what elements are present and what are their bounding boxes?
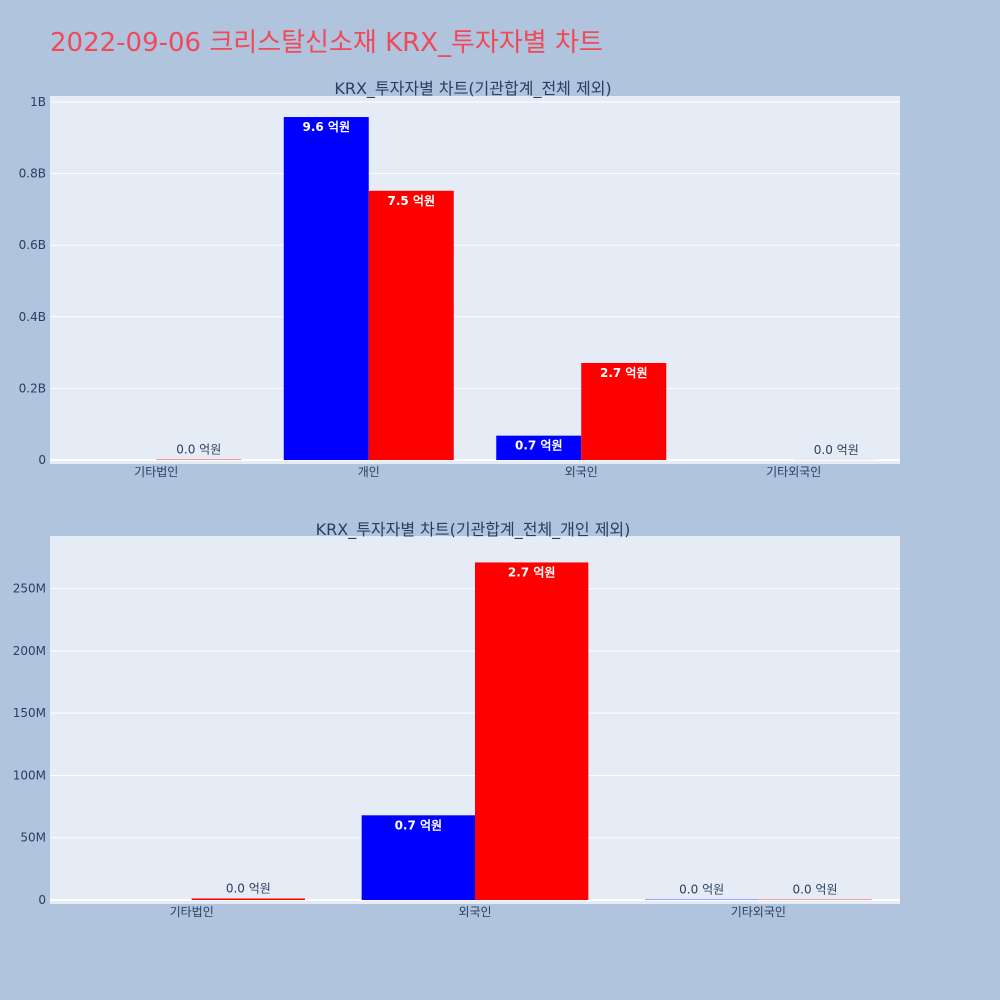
x-tick-label: 외국인 (565, 465, 598, 479)
data-label: 0.0 억원 (793, 883, 838, 897)
y-tick-label: 0.8B (19, 167, 46, 181)
data-label: 0.7 억원 (515, 439, 563, 453)
data-label: 2.7 억원 (508, 565, 556, 579)
x-tick-label: 기타외국인 (766, 465, 821, 479)
data-label: 2.7 억원 (600, 366, 648, 380)
bar (361, 815, 475, 900)
y-tick-label: 250M (13, 582, 46, 596)
data-label: 9.6 억원 (302, 120, 350, 134)
y-tick-label: 200M (13, 644, 46, 658)
bar (496, 435, 582, 460)
data-label: 0.0 억원 (226, 882, 271, 896)
x-tick-label: 외국인 (458, 905, 491, 919)
y-tick-label: 1B (30, 95, 46, 109)
x-tick-label: 기타외국인 (731, 905, 786, 919)
data-label: 0.0 억원 (679, 883, 724, 897)
y-tick-label: 0.4B (19, 310, 46, 324)
bar (283, 117, 369, 460)
bar (191, 898, 305, 900)
bar (475, 562, 589, 900)
data-label: 0.0 억원 (814, 443, 859, 457)
chart-title: KRX_투자자별 차트(기관합계_전체_개인 제외) (316, 520, 631, 540)
data-label: 0.0 억원 (176, 443, 221, 457)
y-tick-label: 0.2B (19, 381, 46, 395)
data-label: 0.7 억원 (395, 818, 443, 832)
bar (368, 190, 454, 460)
page-title: 2022-09-06 크리스탈신소재 KRX_투자자별 차트 (50, 28, 603, 58)
y-tick-label: 150M (13, 706, 46, 720)
x-tick-label: 기타법인 (134, 465, 178, 479)
plot-area-1 (50, 96, 900, 464)
y-tick-label: 0 (38, 453, 46, 467)
y-tick-label: 100M (13, 768, 46, 782)
data-label: 7.5 억원 (387, 194, 435, 208)
chart-title: KRX_투자자별 차트(기관합계_전체 제외) (334, 79, 611, 99)
y-tick-label: 50M (20, 831, 46, 845)
x-tick-label: 기타법인 (170, 905, 214, 919)
y-tick-label: 0 (38, 893, 46, 907)
y-tick-label: 0.6B (19, 238, 46, 252)
x-tick-label: 개인 (358, 465, 380, 479)
bar (581, 362, 667, 460)
